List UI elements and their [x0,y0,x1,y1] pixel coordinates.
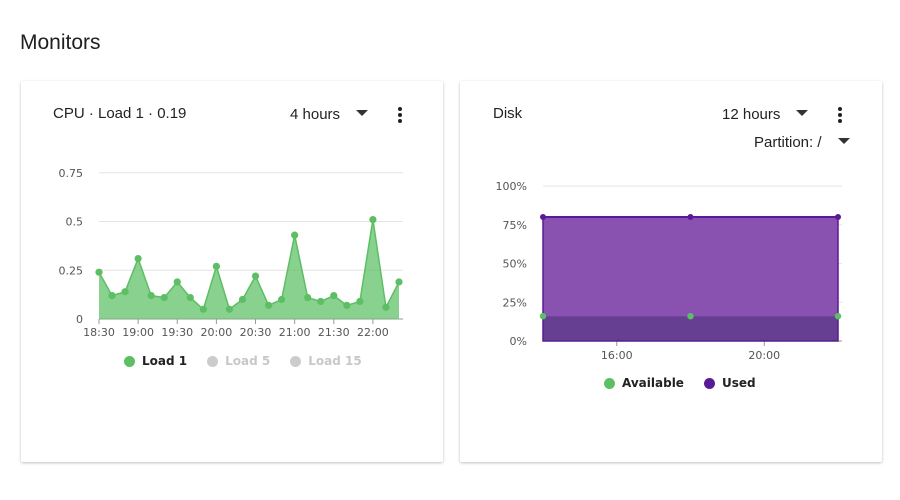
chevron-down-icon [796,110,809,117]
load-1-point [304,293,312,302]
cpu-range-value: 4 hours [290,106,341,123]
disk-more-options-icon[interactable] [834,106,846,124]
load-1-point [147,292,155,300]
used-point [687,214,694,220]
load-1-point [108,292,116,300]
load-1-point [395,278,403,286]
legend-label: Load 5 [225,354,271,368]
load-1-point [278,295,286,304]
available-point [834,313,842,320]
load-1-point [369,215,377,224]
load-1-point [134,254,142,263]
load-1-point [238,295,247,304]
load-1-point [317,297,325,306]
disk-range-value: 12 hours [722,106,781,123]
x-tick-label: 22:00 [357,326,389,339]
cpu-range-select[interactable]: 4 hours [290,106,369,123]
cpu-legend: Load 1 Load 5 Load 15 [124,354,382,368]
load-1-area [99,219,399,319]
load-1-point [343,301,351,309]
load-1-point [173,278,181,286]
chevron-down-icon [837,138,850,145]
partition-value: Partition: / [754,134,822,151]
load-1-point [121,288,129,296]
cpu-more-options-icon[interactable] [394,106,406,124]
available-point [539,313,547,320]
load-1-point [382,303,390,311]
y-tick-label: 0 [76,313,83,326]
load-1-point [291,231,299,239]
x-tick-label: 19:00 [122,326,154,339]
legend-dot-icon [703,377,715,389]
cpu-load-chart: 0 0.25 0.5 0.75 18:30 19:00 19:30 20:00 20:30 21… [59,167,403,339]
y-tick-label: 0% [510,335,527,348]
x-tick-label: 21:30 [318,326,350,339]
disk-usage-chart: 0% 25% 50% 75% 100% 16:00 20:00 [496,180,842,362]
legend-item-load-5[interactable]: Load 5 [207,354,270,368]
y-tick-label: 100% [496,180,527,193]
load-1-point [225,305,234,313]
legend-item-load-15[interactable]: Load 15 [290,354,362,368]
load-1-point [160,293,168,302]
x-tick-label: 21:00 [279,326,311,339]
load-1-point [95,268,103,276]
y-tick-label: 0.5 [66,216,84,229]
legend-dot-icon [207,355,219,367]
y-tick-label: 0.75 [59,167,84,180]
used-point [540,214,546,220]
legend-label: Available [622,376,684,390]
disk-legend: Available Used [604,376,776,390]
disk-range-select[interactable]: 12 hours [722,106,809,123]
load-1-point [264,301,273,309]
available-point [687,313,694,320]
load-1-point [186,293,194,302]
legend-dot-icon [290,355,302,367]
page-title: Monitors [20,31,101,54]
chevron-down-icon [356,110,369,117]
available-area [543,316,838,341]
y-tick-label: 75% [503,219,527,232]
y-tick-label: 50% [503,258,527,271]
x-tick-label: 20:00 [748,349,780,362]
y-tick-label: 0.25 [59,264,84,277]
used-point [835,214,841,220]
legend-dot-icon [124,355,135,367]
partition-select[interactable]: Partition: / [754,134,850,151]
x-tick-label: 19:30 [161,326,193,339]
x-tick-label: 20:00 [201,326,233,339]
load-1-point [356,297,364,306]
legend-item-available[interactable]: Available [604,376,684,390]
load-1-point [251,272,260,280]
cpu-monitor-card: CPU · Load 1 · 0.19 4 hours 0 0.25 0.5 0.75… [21,81,443,462]
legend-label: Used [721,376,756,390]
legend-item-load-1[interactable]: Load 1 [124,354,187,368]
y-tick-label: 25% [503,296,527,309]
x-tick-label: 16:00 [601,349,633,362]
legend-dot-icon [604,377,615,389]
legend-label: Load 15 [308,354,362,368]
x-tick-label: 20:30 [240,326,272,339]
legend-label: Load 1 [142,354,188,368]
legend-item-used[interactable]: Used [703,376,756,390]
x-tick-label: 18:30 [83,326,115,339]
cpu-card-title: CPU · Load 1 · 0.19 [53,105,187,122]
disk-monitor-card: Disk 12 hours Partition: / 0% 25% 50% 75% 10… [460,81,882,462]
load-1-point [199,305,207,313]
load-1-point [330,292,338,300]
disk-card-title: Disk [493,105,523,122]
load-1-point [212,262,220,270]
